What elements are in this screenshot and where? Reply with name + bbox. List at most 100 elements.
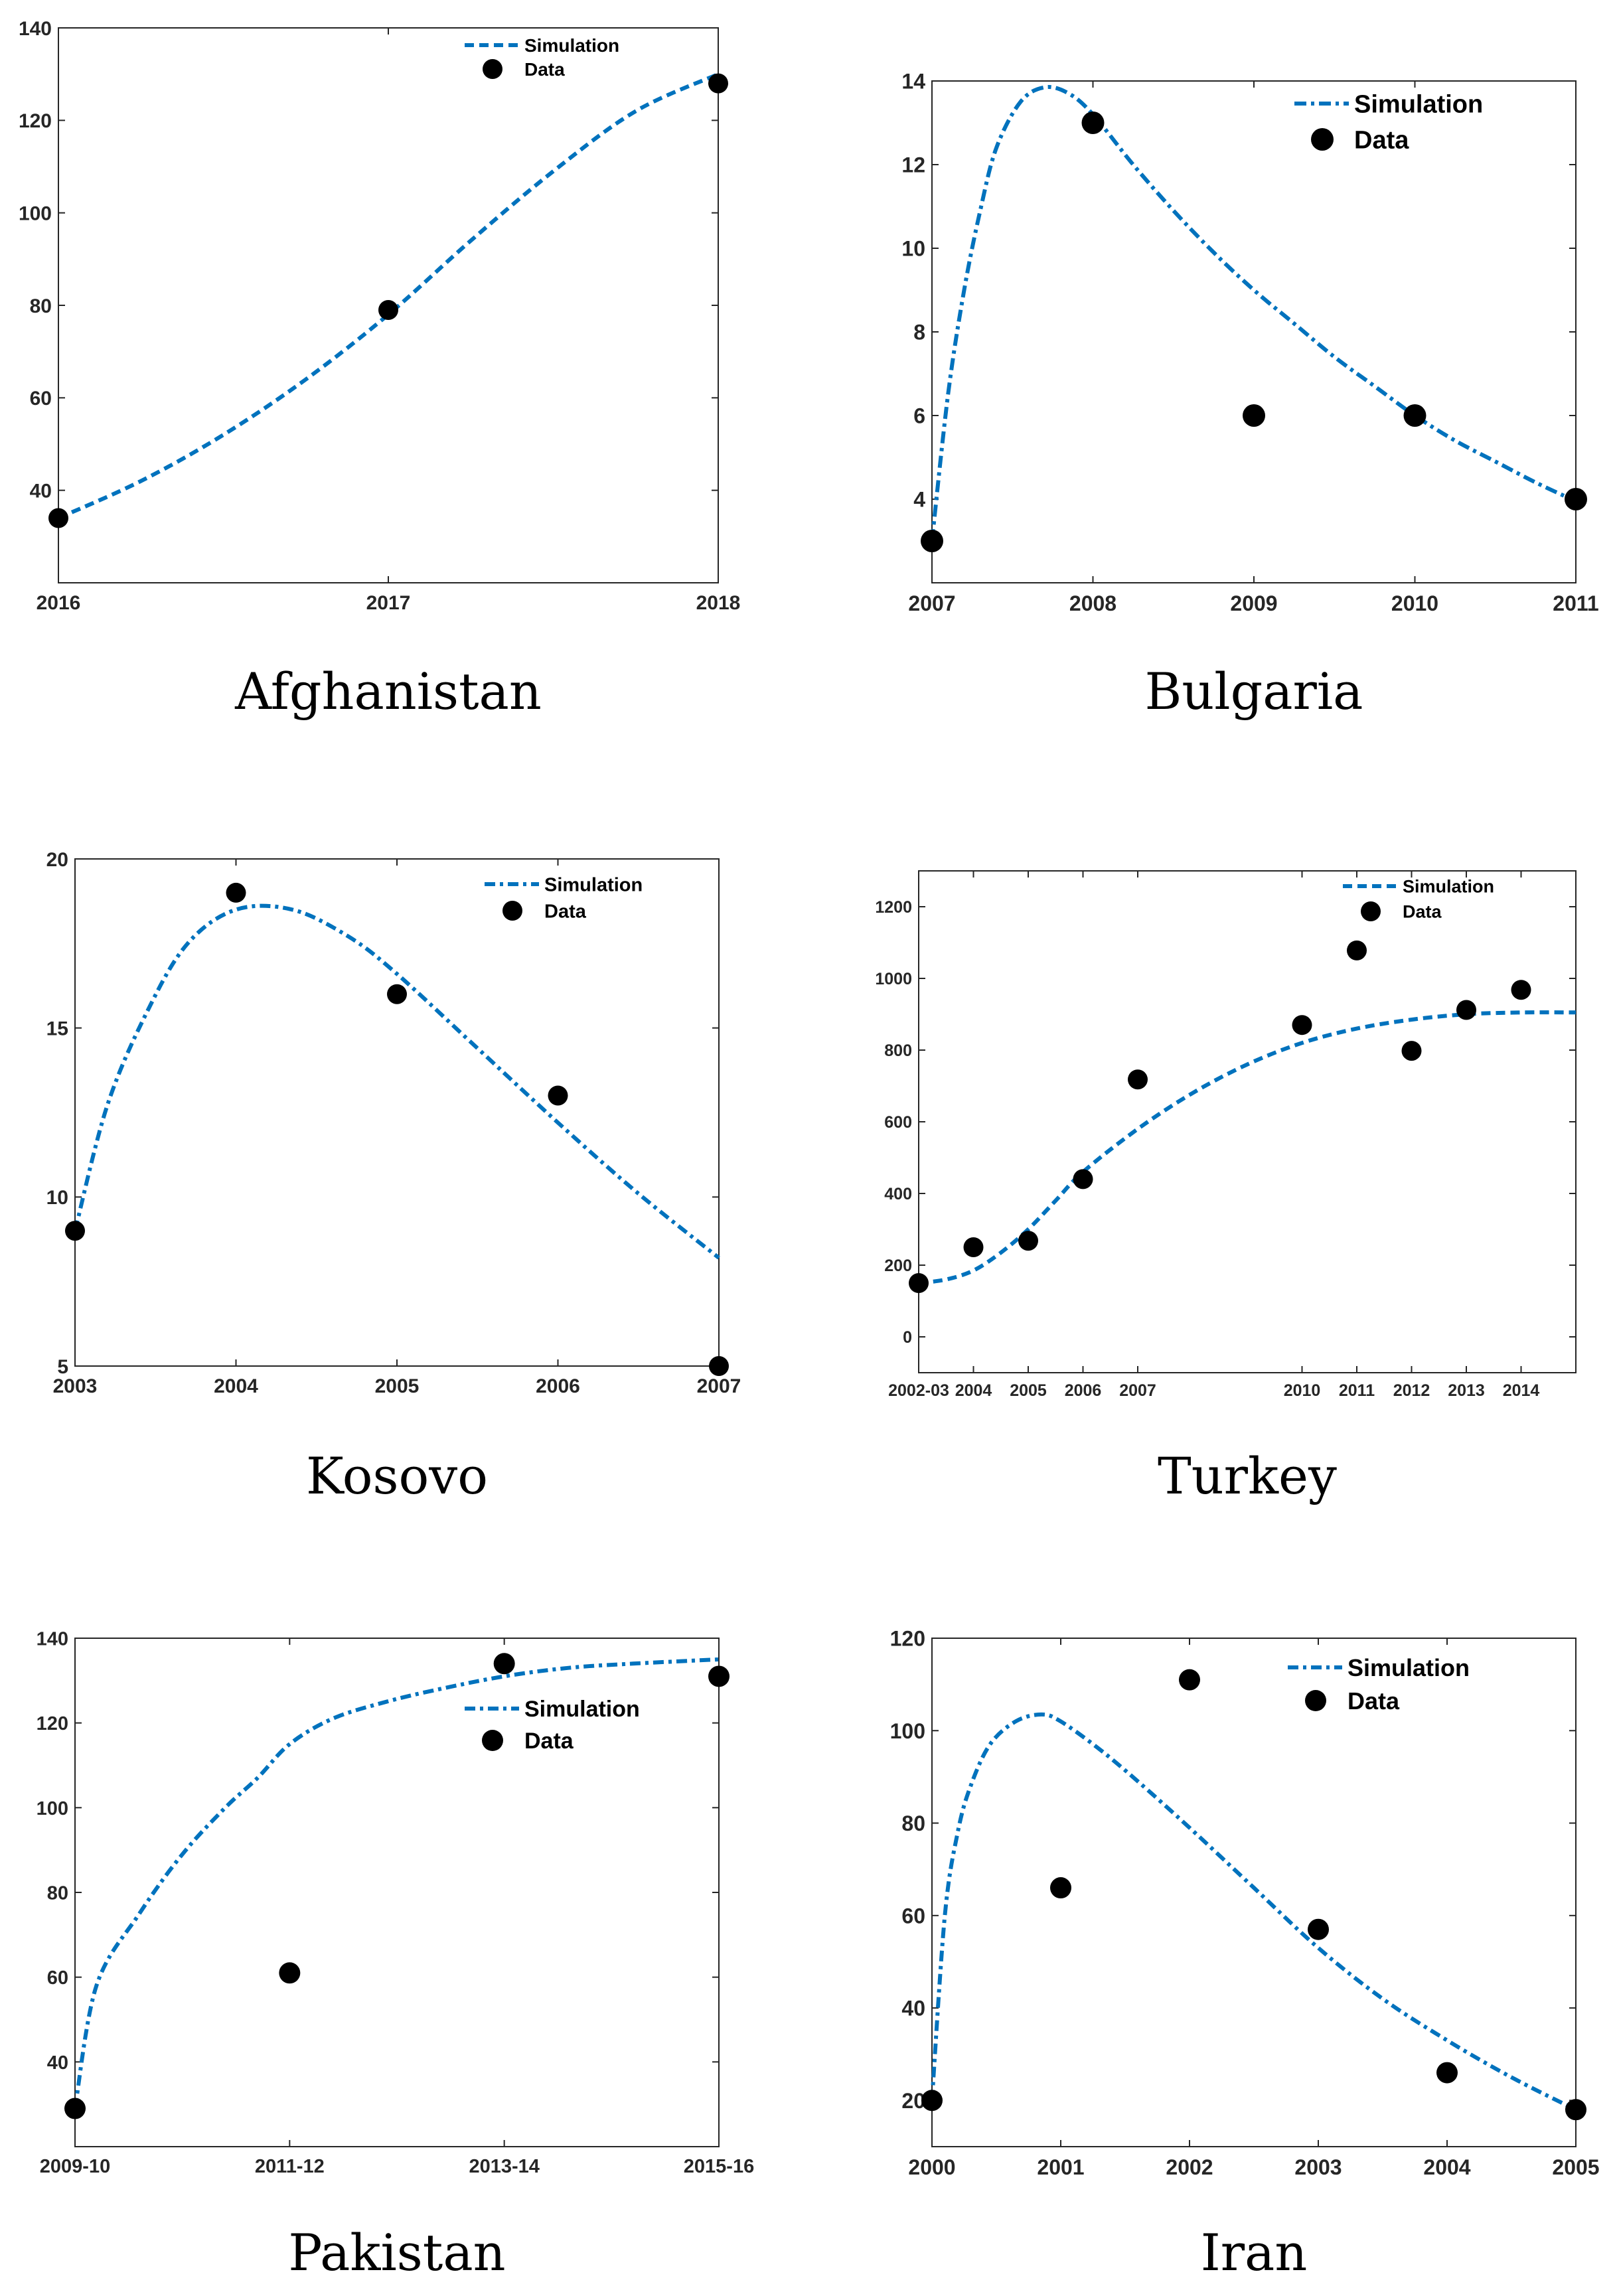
y-tick-label: 100 — [37, 1798, 68, 1819]
x-tick-label: 2007 — [908, 591, 955, 615]
plot-frame — [74, 858, 720, 1367]
data-point — [1565, 2099, 1586, 2121]
legend-data-label: Data — [1354, 127, 1409, 155]
x-tick-label: 2004 — [214, 1375, 258, 1397]
legend-data-label: Data — [544, 901, 587, 922]
x-tick-label: 2004 — [1423, 2155, 1470, 2179]
x-tick-label: 2012 — [1393, 1381, 1430, 1400]
caption-kosovo: Kosovo — [306, 1446, 488, 1505]
data-point — [1179, 1669, 1200, 1691]
x-tick-label: 2003 — [53, 1375, 98, 1397]
x-tick-label: 2011 — [1553, 591, 1598, 615]
plot-frame — [931, 80, 1577, 583]
data-point — [1456, 1000, 1476, 1020]
data-point — [709, 1356, 729, 1376]
legend-simulation-label: Simulation — [524, 35, 619, 56]
legend-data-swatch — [502, 901, 522, 921]
y-tick-label: 10 — [46, 1187, 68, 1209]
data-point — [387, 984, 407, 1004]
legend-data-swatch — [483, 59, 502, 79]
y-tick-label: 140 — [19, 18, 52, 40]
x-tick-label: 2007 — [697, 1375, 741, 1397]
data-point — [226, 882, 246, 903]
data-point — [909, 1273, 929, 1293]
legend-simulation-label: Simulation — [1354, 91, 1483, 119]
y-tick-label: 1200 — [875, 898, 912, 917]
x-tick-label: 2013-14 — [469, 2156, 539, 2177]
y-tick-label: 5 — [57, 1356, 68, 1378]
y-tick-label: 100 — [890, 1719, 925, 1743]
data-point — [378, 299, 398, 320]
legend-data-swatch — [1361, 901, 1381, 921]
chart-turkey: 2002-03 2004 2005 2006 2007 2010 2011 2012 2013 2… — [875, 870, 1577, 1505]
x-tick-label: 2005 — [375, 1375, 420, 1397]
simulation-line — [930, 85, 1577, 542]
x-tick-label: 2016 — [37, 592, 81, 614]
data-point — [1292, 1015, 1312, 1035]
data-point — [1565, 488, 1587, 510]
caption-pakistan: Pakistan — [288, 2223, 505, 2282]
y-tick-label: 60 — [30, 388, 52, 410]
y-tick-label: 120 — [890, 1627, 925, 1651]
y-tick-label: 1000 — [875, 970, 912, 988]
data-point — [493, 1653, 515, 1675]
y-tick-label: 8 — [913, 321, 925, 344]
x-tick-label: 2003 — [1294, 2155, 1342, 2179]
legend: Simulation Data — [465, 35, 619, 80]
data-point — [1403, 404, 1426, 427]
simulation-line — [73, 1657, 720, 2109]
legend-data-swatch — [482, 1730, 503, 1751]
y-tick-label: 600 — [884, 1113, 912, 1132]
y-tick-label: 40 — [30, 480, 52, 502]
data-point — [1018, 1231, 1038, 1251]
y-tick-label: 15 — [46, 1018, 68, 1039]
simulation-line — [918, 1010, 1577, 1285]
x-tick-label: 2013 — [1448, 1381, 1485, 1400]
y-tick-label: 800 — [884, 1041, 912, 1060]
x-tick-label: 2000 — [908, 2155, 955, 2179]
legend-data-label: Data — [524, 59, 565, 80]
legend-simulation-label: Simulation — [524, 1697, 640, 1722]
x-tick-label: 2010 — [1284, 1381, 1321, 1400]
data-point — [1050, 1877, 1071, 1899]
chart-kosovo: 2003 2004 2005 2006 2007 5 10 15 20 Simulation Dat… — [46, 849, 741, 1505]
data-point — [65, 1221, 85, 1241]
chart-afghanistan: 2016 2017 2018 40 60 80 100 120 140 Simulation Dat… — [19, 18, 740, 721]
caption-turkey: Turkey — [1158, 1446, 1337, 1505]
legend-simulation-label: Simulation — [544, 874, 643, 895]
x-tick-label: 2018 — [696, 592, 741, 614]
legend: Simulation Data — [485, 874, 643, 922]
y-tick-label: 140 — [37, 1628, 68, 1649]
x-tick-label: 2008 — [1069, 591, 1116, 615]
data-point — [1308, 1918, 1329, 1940]
x-tick-label: 2014 — [1503, 1381, 1540, 1400]
y-tick-label: 12 — [901, 153, 925, 177]
x-tick-label: 2001 — [1037, 2155, 1084, 2179]
data-point — [1073, 1169, 1093, 1189]
y-tick-label: 40 — [901, 1997, 925, 2021]
y-tick-label: 6 — [913, 404, 925, 428]
x-tick-label: 2006 — [1065, 1381, 1102, 1400]
chart-bulgaria: 2007 2008 2009 2010 2011 4 6 8 10 12 14 Simulation D… — [901, 70, 1598, 721]
y-tick-label: 80 — [47, 1882, 68, 1904]
x-tick-label: 2011 — [1339, 1381, 1375, 1400]
y-tick-label: 200 — [884, 1257, 912, 1275]
simulation-line — [930, 1712, 1577, 2111]
x-tick-label: 2005 — [1010, 1381, 1047, 1400]
chart-iran: 2000 2001 2002 2003 2004 200520406080100120Si… — [890, 1627, 1600, 2282]
x-tick-label: 2015-16 — [684, 2156, 754, 2177]
data-point — [1243, 404, 1265, 427]
data-point — [1347, 940, 1367, 960]
data-point — [1436, 2062, 1458, 2084]
x-tick-label: 2009 — [1230, 591, 1277, 615]
y-tick-label: 40 — [47, 2052, 68, 2074]
legend-simulation-label: Simulation — [1403, 877, 1494, 897]
data-point — [1511, 980, 1531, 1000]
y-tick-label: 20 — [46, 849, 68, 871]
plot-frame — [918, 870, 1577, 1373]
y-tick-label: 4 — [913, 488, 925, 512]
x-tick-label: 2002 — [1166, 2155, 1213, 2179]
y-tick-label: 120 — [37, 1713, 68, 1734]
x-tick-label: 2004 — [955, 1381, 992, 1400]
